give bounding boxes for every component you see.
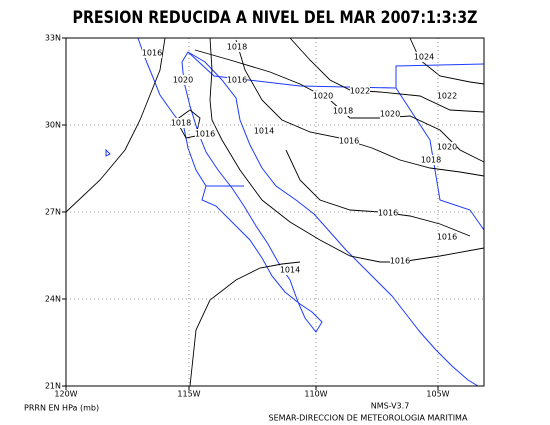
isobar-label: 1014 bbox=[254, 127, 274, 136]
isobar bbox=[235, 39, 485, 177]
label-backdrop bbox=[142, 48, 162, 58]
label-backdrop bbox=[280, 265, 300, 275]
isobar-label: 1020 bbox=[173, 76, 193, 85]
isobar-label: 1024 bbox=[414, 53, 434, 62]
lon-label: 110W bbox=[304, 390, 327, 399]
isobar-label: 1018 bbox=[227, 43, 247, 52]
lat-label: 27N bbox=[45, 208, 61, 217]
isobar-label: 1018 bbox=[333, 107, 353, 116]
isobar-label: 1016 bbox=[195, 130, 215, 139]
isobar-label: 1016 bbox=[378, 209, 398, 218]
label-backdrop bbox=[227, 42, 247, 52]
label-backdrop bbox=[437, 91, 457, 101]
lat-label: 24N bbox=[45, 295, 61, 304]
label-backdrop bbox=[171, 118, 191, 128]
mainland-coast bbox=[187, 51, 479, 387]
isobar-label: 1016 bbox=[227, 76, 247, 85]
isobar-label: 1022 bbox=[437, 92, 457, 101]
isobar bbox=[189, 261, 301, 387]
isobar-label: 1016 bbox=[390, 257, 410, 266]
isobar-label: 1018 bbox=[421, 156, 441, 165]
label-backdrop bbox=[227, 75, 247, 85]
isobar-label: 1016 bbox=[339, 137, 359, 146]
lat-label: 21N bbox=[45, 382, 61, 391]
isobar-label: 1020 bbox=[313, 92, 333, 101]
label-backdrop bbox=[414, 52, 434, 62]
label-backdrop bbox=[173, 75, 193, 85]
lat-label: 30N bbox=[45, 121, 61, 130]
label-backdrop bbox=[437, 232, 457, 242]
agency-label: SEMAR-DIRECCION DE METEOROLOGIA MARITIMA bbox=[269, 414, 468, 423]
isobar-label: 1016 bbox=[437, 233, 457, 242]
isobar-label: 1020 bbox=[380, 110, 400, 119]
coastline bbox=[105, 37, 485, 387]
isobar bbox=[65, 37, 166, 213]
border bbox=[187, 51, 485, 89]
isobar bbox=[194, 49, 485, 163]
lon-label: 120W bbox=[54, 390, 77, 399]
label-backdrop bbox=[350, 86, 370, 96]
map-title: PRESION REDUCIDA A NIVEL DEL MAR 2007:1:… bbox=[73, 8, 478, 28]
label-backdrop bbox=[390, 256, 410, 266]
isobar-label: 1022 bbox=[350, 87, 370, 96]
units-label: PRRN EN HPa (mb) bbox=[24, 404, 99, 413]
isobar bbox=[285, 149, 471, 237]
graticule bbox=[66, 38, 484, 386]
label-backdrop bbox=[195, 129, 215, 139]
isobar-label: 1014 bbox=[280, 266, 300, 275]
label-backdrop bbox=[421, 155, 441, 165]
label-backdrop bbox=[339, 136, 359, 146]
label-backdrop bbox=[333, 106, 353, 116]
isobar-label: 1016 bbox=[142, 49, 162, 58]
island bbox=[105, 148, 111, 157]
label-backdrop bbox=[313, 91, 333, 101]
lon-label: 105W bbox=[426, 390, 449, 399]
label-backdrop bbox=[378, 208, 398, 218]
version-label: NMS-V3.7 bbox=[371, 402, 410, 411]
lat-label: 33N bbox=[45, 34, 61, 43]
isobar bbox=[175, 109, 201, 139]
isobar-label: 1018 bbox=[171, 119, 191, 128]
isobar-label: 1020 bbox=[437, 143, 457, 152]
lon-label: 115W bbox=[177, 390, 200, 399]
label-backdrop bbox=[254, 126, 274, 136]
label-backdrop bbox=[380, 109, 400, 119]
label-backdrop bbox=[437, 142, 457, 152]
baja-west-coast bbox=[137, 37, 323, 333]
border bbox=[395, 87, 485, 231]
